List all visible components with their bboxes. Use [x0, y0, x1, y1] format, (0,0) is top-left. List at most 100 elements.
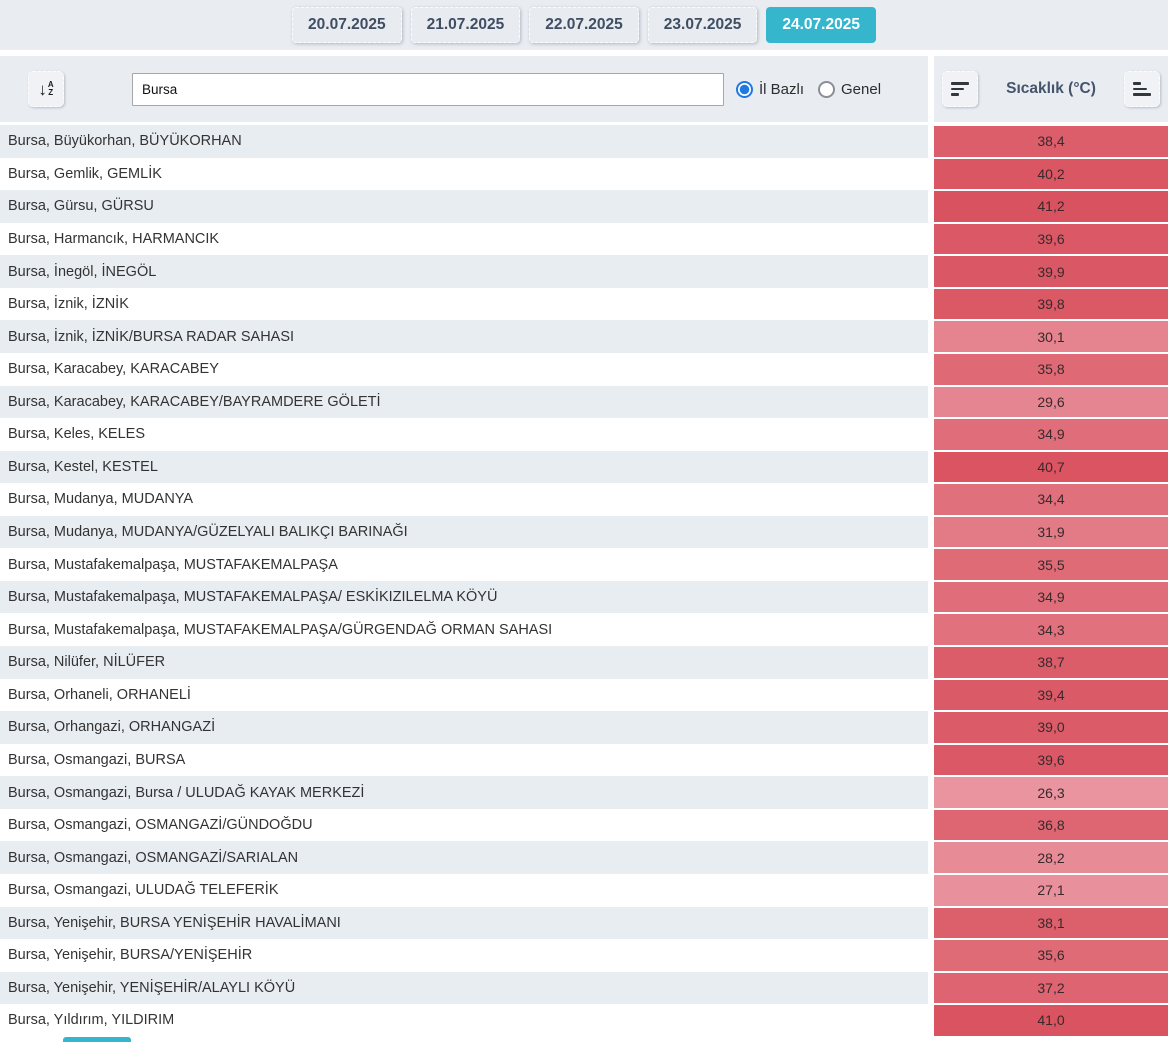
station-name: Bursa, Karacabey, KARACABEY/BAYRAMDERE G…	[0, 385, 928, 419]
temperature-cell: 39,8	[934, 287, 1168, 321]
temperature-cell: 40,2	[934, 157, 1168, 191]
table-row[interactable]: Bursa, Karacabey, KARACABEY/BAYRAMDERE G…	[0, 385, 1168, 419]
table-row[interactable]: Bursa, Osmangazi, Bursa / ULUDAĞ KAYAK M…	[0, 776, 1168, 809]
station-name: Bursa, Karacabey, KARACABEY	[0, 352, 928, 386]
radio-il-bazli-input[interactable]	[736, 80, 753, 98]
temperature-cell: 34,3	[934, 613, 1168, 646]
column-divider	[928, 711, 934, 744]
table-row[interactable]: Bursa, Osmangazi, BURSA 39,6	[0, 743, 1168, 777]
radio-genel[interactable]: Genel	[818, 80, 882, 98]
partial-bottom-button[interactable]	[63, 1037, 131, 1042]
column-divider	[928, 222, 934, 256]
table-row[interactable]: Bursa, Yenişehir, BURSA YENİŞEHİR HAVALİ…	[0, 906, 1168, 940]
table-row[interactable]: Bursa, Mustafakemalpaşa, MUSTAFAKEMALPAŞ…	[0, 548, 1168, 581]
mode-radio-group: İl Bazlı Genel	[736, 80, 882, 98]
search-input[interactable]	[132, 72, 724, 106]
temperature-cell: 41,0	[934, 1004, 1168, 1037]
sort-descending-button[interactable]	[942, 71, 978, 107]
table-row[interactable]: Bursa, Yıldırım, YILDIRIM 41,0	[0, 1004, 1168, 1037]
date-tab-22.07.2025[interactable]: 22.07.2025	[529, 7, 639, 43]
toolbar: ↓ A Z İl Bazlı Genel Sıcaklık (°C)	[0, 56, 1168, 122]
table-row[interactable]: Bursa, Harmancık, HARMANCIK 39,6	[0, 222, 1168, 256]
table-row[interactable]: Bursa, Karacabey, KARACABEY 35,8	[0, 352, 1168, 386]
date-tab-21.07.2025[interactable]: 21.07.2025	[410, 7, 521, 43]
column-divider	[928, 613, 934, 646]
table-row[interactable]: Bursa, Gemlik, GEMLİK 40,2	[0, 157, 1168, 191]
table-row[interactable]: Bursa, İnegöl, İNEGÖL 39,9	[0, 255, 1168, 288]
temperature-cell: 37,2	[934, 971, 1168, 1005]
sort-ascending-button[interactable]	[1123, 71, 1160, 107]
table-row[interactable]: Bursa, Yenişehir, BURSA/YENİŞEHİR 35,6	[0, 939, 1168, 972]
table-row[interactable]: Bursa, İznik, İZNİK 39,8	[0, 287, 1168, 321]
table-row[interactable]: Bursa, Nilüfer, NİLÜFER 38,7	[0, 646, 1168, 679]
station-name: Bursa, Mustafakemalpaşa, MUSTAFAKEMALPAŞ…	[0, 580, 928, 614]
column-divider	[928, 743, 934, 777]
column-divider	[928, 157, 934, 191]
station-name: Bursa, İnegöl, İNEGÖL	[0, 255, 928, 288]
column-divider	[928, 125, 934, 158]
date-tab-bar: 20.07.2025 21.07.2025 22.07.2025 23.07.2025…	[0, 0, 1168, 50]
column-divider	[928, 190, 934, 223]
temperature-cell: 35,6	[934, 939, 1168, 972]
table-row[interactable]: Bursa, Keles, KELES 34,9	[0, 418, 1168, 451]
temperature-cell: 31,9	[934, 515, 1168, 549]
temperature-cell: 26,3	[934, 776, 1168, 809]
column-divider	[928, 939, 934, 972]
table-row[interactable]: Bursa, Orhaneli, ORHANELİ 39,4	[0, 678, 1168, 712]
temperature-cell: 38,7	[934, 646, 1168, 679]
station-name: Bursa, Osmangazi, OSMANGAZİ/GÜNDOĞDU	[0, 808, 928, 842]
date-tab-20.07.2025[interactable]: 20.07.2025	[292, 7, 402, 43]
station-name: Bursa, Osmangazi, BURSA	[0, 743, 928, 777]
station-name: Bursa, Gemlik, GEMLİK	[0, 157, 928, 191]
temperature-cell: 39,9	[934, 255, 1168, 288]
table-row[interactable]: Bursa, Mustafakemalpaşa, MUSTAFAKEMALPAŞ…	[0, 580, 1168, 614]
temperature-cell: 40,7	[934, 450, 1168, 484]
temperature-cell: 38,4	[934, 125, 1168, 158]
table-row[interactable]: Bursa, Osmangazi, OSMANGAZİ/SARIALAN 28,2	[0, 841, 1168, 874]
temperature-cell: 41,2	[934, 190, 1168, 223]
table-row[interactable]: Bursa, Orhangazi, ORHANGAZİ 39,0	[0, 711, 1168, 744]
sort-descending-icon	[951, 82, 969, 96]
table-row[interactable]: Bursa, Osmangazi, OSMANGAZİ/GÜNDOĞDU 36,8	[0, 808, 1168, 842]
table-row[interactable]: Bursa, Mustafakemalpaşa, MUSTAFAKEMALPAŞ…	[0, 613, 1168, 646]
station-name: Bursa, Yenişehir, BURSA YENİŞEHİR HAVALİ…	[0, 906, 928, 940]
station-name: Bursa, Osmangazi, ULUDAĞ TELEFERİK	[0, 873, 928, 907]
station-name: Bursa, Mudanya, MUDANYA/GÜZELYALI BALIKÇ…	[0, 515, 928, 549]
radio-genel-label: Genel	[841, 80, 882, 98]
station-name: Bursa, İznik, İZNİK/BURSA RADAR SAHASI	[0, 320, 928, 353]
column-divider	[928, 971, 934, 1005]
temperature-cell: 36,8	[934, 808, 1168, 842]
table-row[interactable]: Bursa, İznik, İZNİK/BURSA RADAR SAHASI 30…	[0, 320, 1168, 353]
station-name: Bursa, Mudanya, MUDANYA	[0, 483, 928, 516]
radio-il-bazli[interactable]: İl Bazlı	[736, 80, 804, 98]
sort-alphabetical-button[interactable]: ↓ A Z	[28, 71, 64, 107]
table-row[interactable]: Bursa, Mudanya, MUDANYA/GÜZELYALI BALIKÇ…	[0, 515, 1168, 549]
station-name: Bursa, Yenişehir, BURSA/YENİŞEHİR	[0, 939, 928, 972]
temperature-cell: 35,8	[934, 352, 1168, 386]
column-divider	[928, 906, 934, 940]
column-divider	[928, 287, 934, 321]
temperature-cell: 39,0	[934, 711, 1168, 744]
table-row[interactable]: Bursa, Osmangazi, ULUDAĞ TELEFERİK 27,1	[0, 873, 1168, 907]
table-row[interactable]: Bursa, Kestel, KESTEL 40,7	[0, 450, 1168, 484]
date-tab-24.07.2025[interactable]: 24.07.2025	[766, 7, 876, 43]
temperature-cell: 27,1	[934, 873, 1168, 907]
station-name: Bursa, Harmancık, HARMANCIK	[0, 222, 928, 256]
radio-genel-input[interactable]	[818, 80, 836, 98]
table-row[interactable]: Bursa, Büyükorhan, BÜYÜKORHAN 38,4	[0, 125, 1168, 158]
temperature-cell: 39,6	[934, 222, 1168, 256]
column-divider	[928, 580, 934, 614]
date-tab-23.07.2025[interactable]: 23.07.2025	[647, 7, 758, 43]
toolbar-divider	[928, 56, 934, 122]
temperature-cell: 38,1	[934, 906, 1168, 940]
column-divider	[928, 776, 934, 809]
column-divider	[928, 1004, 934, 1037]
station-name: Bursa, Nilüfer, NİLÜFER	[0, 646, 928, 679]
table-row[interactable]: Bursa, Yenişehir, YENİŞEHİR/ALAYLI KÖYÜ 3…	[0, 971, 1168, 1005]
table-row[interactable]: Bursa, Mudanya, MUDANYA 34,4	[0, 483, 1168, 516]
column-divider	[928, 808, 934, 842]
column-divider	[928, 841, 934, 874]
station-name: Bursa, Mustafakemalpaşa, MUSTAFAKEMALPAŞ…	[0, 548, 928, 581]
table-row[interactable]: Bursa, Gürsu, GÜRSU 41,2	[0, 190, 1168, 223]
temperature-cell: 34,9	[934, 580, 1168, 614]
